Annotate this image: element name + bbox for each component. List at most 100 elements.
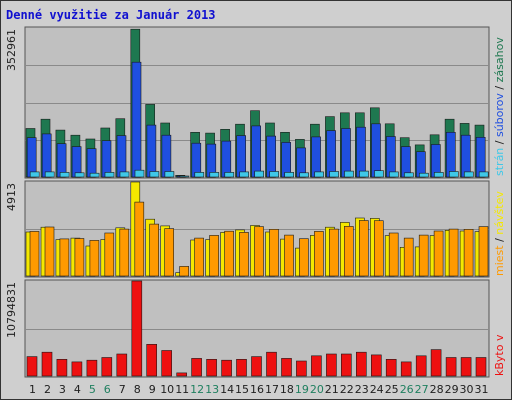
bar-kbytov-15 (236, 358, 247, 377)
bar-strán-27 (419, 172, 429, 178)
bar-miest-29 (448, 228, 459, 277)
bar-súborov-16 (251, 125, 261, 178)
bar-súborov-2 (41, 133, 52, 178)
bar-súborov-9 (146, 124, 157, 178)
bar-súborov-25 (386, 136, 396, 178)
legend-entry-kbytov: kByto v (493, 334, 506, 376)
bar-strán-15 (239, 171, 249, 178)
bar-miest-15 (239, 232, 249, 277)
day-label-24: 24 (370, 383, 384, 396)
bar-miest-28 (433, 230, 444, 277)
legend-entry-navstev: návštev (493, 191, 506, 235)
day-label-2: 2 (44, 383, 51, 396)
day-label-22: 22 (340, 383, 354, 396)
bar-strán-13 (209, 172, 220, 178)
bar-kbytov-5 (86, 359, 98, 377)
bar-kbytov-11 (176, 372, 187, 377)
day-label-4: 4 (74, 383, 81, 396)
day-label-19: 19 (295, 383, 309, 396)
day-label-16: 16 (250, 383, 264, 396)
bar-strán-4 (74, 172, 85, 178)
day-label-11: 11 (175, 383, 189, 396)
bar-kbytov-23 (355, 351, 367, 377)
day-label-27: 27 (415, 383, 429, 396)
bar-strán-18 (284, 172, 295, 178)
bar-strán-23 (359, 170, 369, 178)
bar-kbytov-17 (266, 351, 277, 377)
chart-title: Denné využitie za Január 2013 (6, 8, 216, 22)
bar-strán-1 (29, 171, 40, 178)
bar-miest-16 (254, 226, 264, 277)
bar-kbytov-1 (26, 356, 38, 377)
bar-miest-6 (104, 232, 115, 277)
bar-strán-5 (89, 172, 100, 178)
bar-miest-4 (74, 238, 85, 277)
bar-strán-6 (104, 172, 115, 178)
day-label-31: 31 (475, 383, 489, 396)
bar-miest-31 (478, 226, 489, 277)
bar-súborov-7 (116, 135, 127, 178)
day-label-28: 28 (430, 383, 444, 396)
bar-kbytov-31 (475, 357, 487, 377)
bar-miest-8 (134, 201, 145, 277)
bar-súborov-10 (161, 134, 172, 178)
bar-kbytov-6 (101, 357, 113, 377)
bar-strán-22 (344, 170, 354, 178)
bar-strán-9 (149, 171, 160, 178)
bar-miest-1 (29, 231, 40, 277)
bar-strán-3 (59, 172, 70, 178)
bar-strán-24 (374, 170, 384, 178)
bar-súborov-8 (131, 61, 142, 178)
legend-2: miest / návštev (493, 191, 506, 276)
bar-strán-10 (164, 171, 175, 178)
bar-kbytov-29 (445, 357, 457, 377)
bar-strán-12 (194, 172, 205, 178)
day-label-7: 7 (119, 383, 126, 396)
bar-strán-29 (448, 171, 459, 178)
bar-miest-30 (463, 229, 474, 277)
day-label-10: 10 (160, 383, 174, 396)
bar-miest-26 (403, 237, 414, 277)
day-label-29: 29 (445, 383, 459, 396)
bar-kbytov-2 (41, 351, 53, 377)
bar-kbytov-8 (131, 280, 143, 377)
bar-strán-16 (254, 170, 264, 178)
bar-kbytov-26 (400, 361, 412, 377)
bar-miest-21 (329, 228, 339, 277)
bar-miest-3 (59, 238, 70, 277)
bar-súborov-21 (326, 130, 336, 178)
bar-miest-10 (164, 228, 174, 277)
bar-kbytov-27 (415, 355, 427, 377)
bar-kbytov-20 (311, 355, 322, 377)
bar-miest-23 (358, 220, 369, 277)
bar-miest-17 (269, 229, 279, 277)
bar-miest-5 (89, 240, 100, 277)
ymax-label-1: 352961 (5, 29, 18, 71)
bar-miest-9 (149, 223, 159, 277)
bar-strán-8 (134, 169, 145, 178)
legend-entry-suborov: súborov (493, 93, 506, 137)
day-label-30: 30 (460, 383, 474, 396)
bar-miest-20 (314, 231, 324, 277)
legend-3: kByto v (493, 334, 506, 376)
day-label-6: 6 (104, 383, 111, 396)
bar-súborov-26 (401, 146, 411, 178)
day-label-26: 26 (400, 383, 414, 396)
bar-strán-7 (119, 171, 130, 178)
bar-miest-19 (299, 238, 309, 277)
bar-kbytov-22 (340, 353, 352, 377)
bar-súborov-22 (341, 128, 351, 178)
bar-miest-14 (224, 230, 234, 277)
day-label-12: 12 (190, 383, 204, 396)
day-label-1: 1 (29, 383, 36, 396)
legend-entry-stran: strán (493, 148, 506, 176)
day-label-13: 13 (205, 383, 219, 396)
bar-strán-11 (179, 175, 190, 178)
day-label-3: 3 (59, 383, 66, 396)
day-label-17: 17 (265, 383, 279, 396)
bar-miest-25 (388, 232, 399, 277)
bar-miest-22 (343, 226, 354, 277)
bar-kbytov-3 (56, 358, 68, 377)
bar-miest-2 (44, 226, 55, 277)
